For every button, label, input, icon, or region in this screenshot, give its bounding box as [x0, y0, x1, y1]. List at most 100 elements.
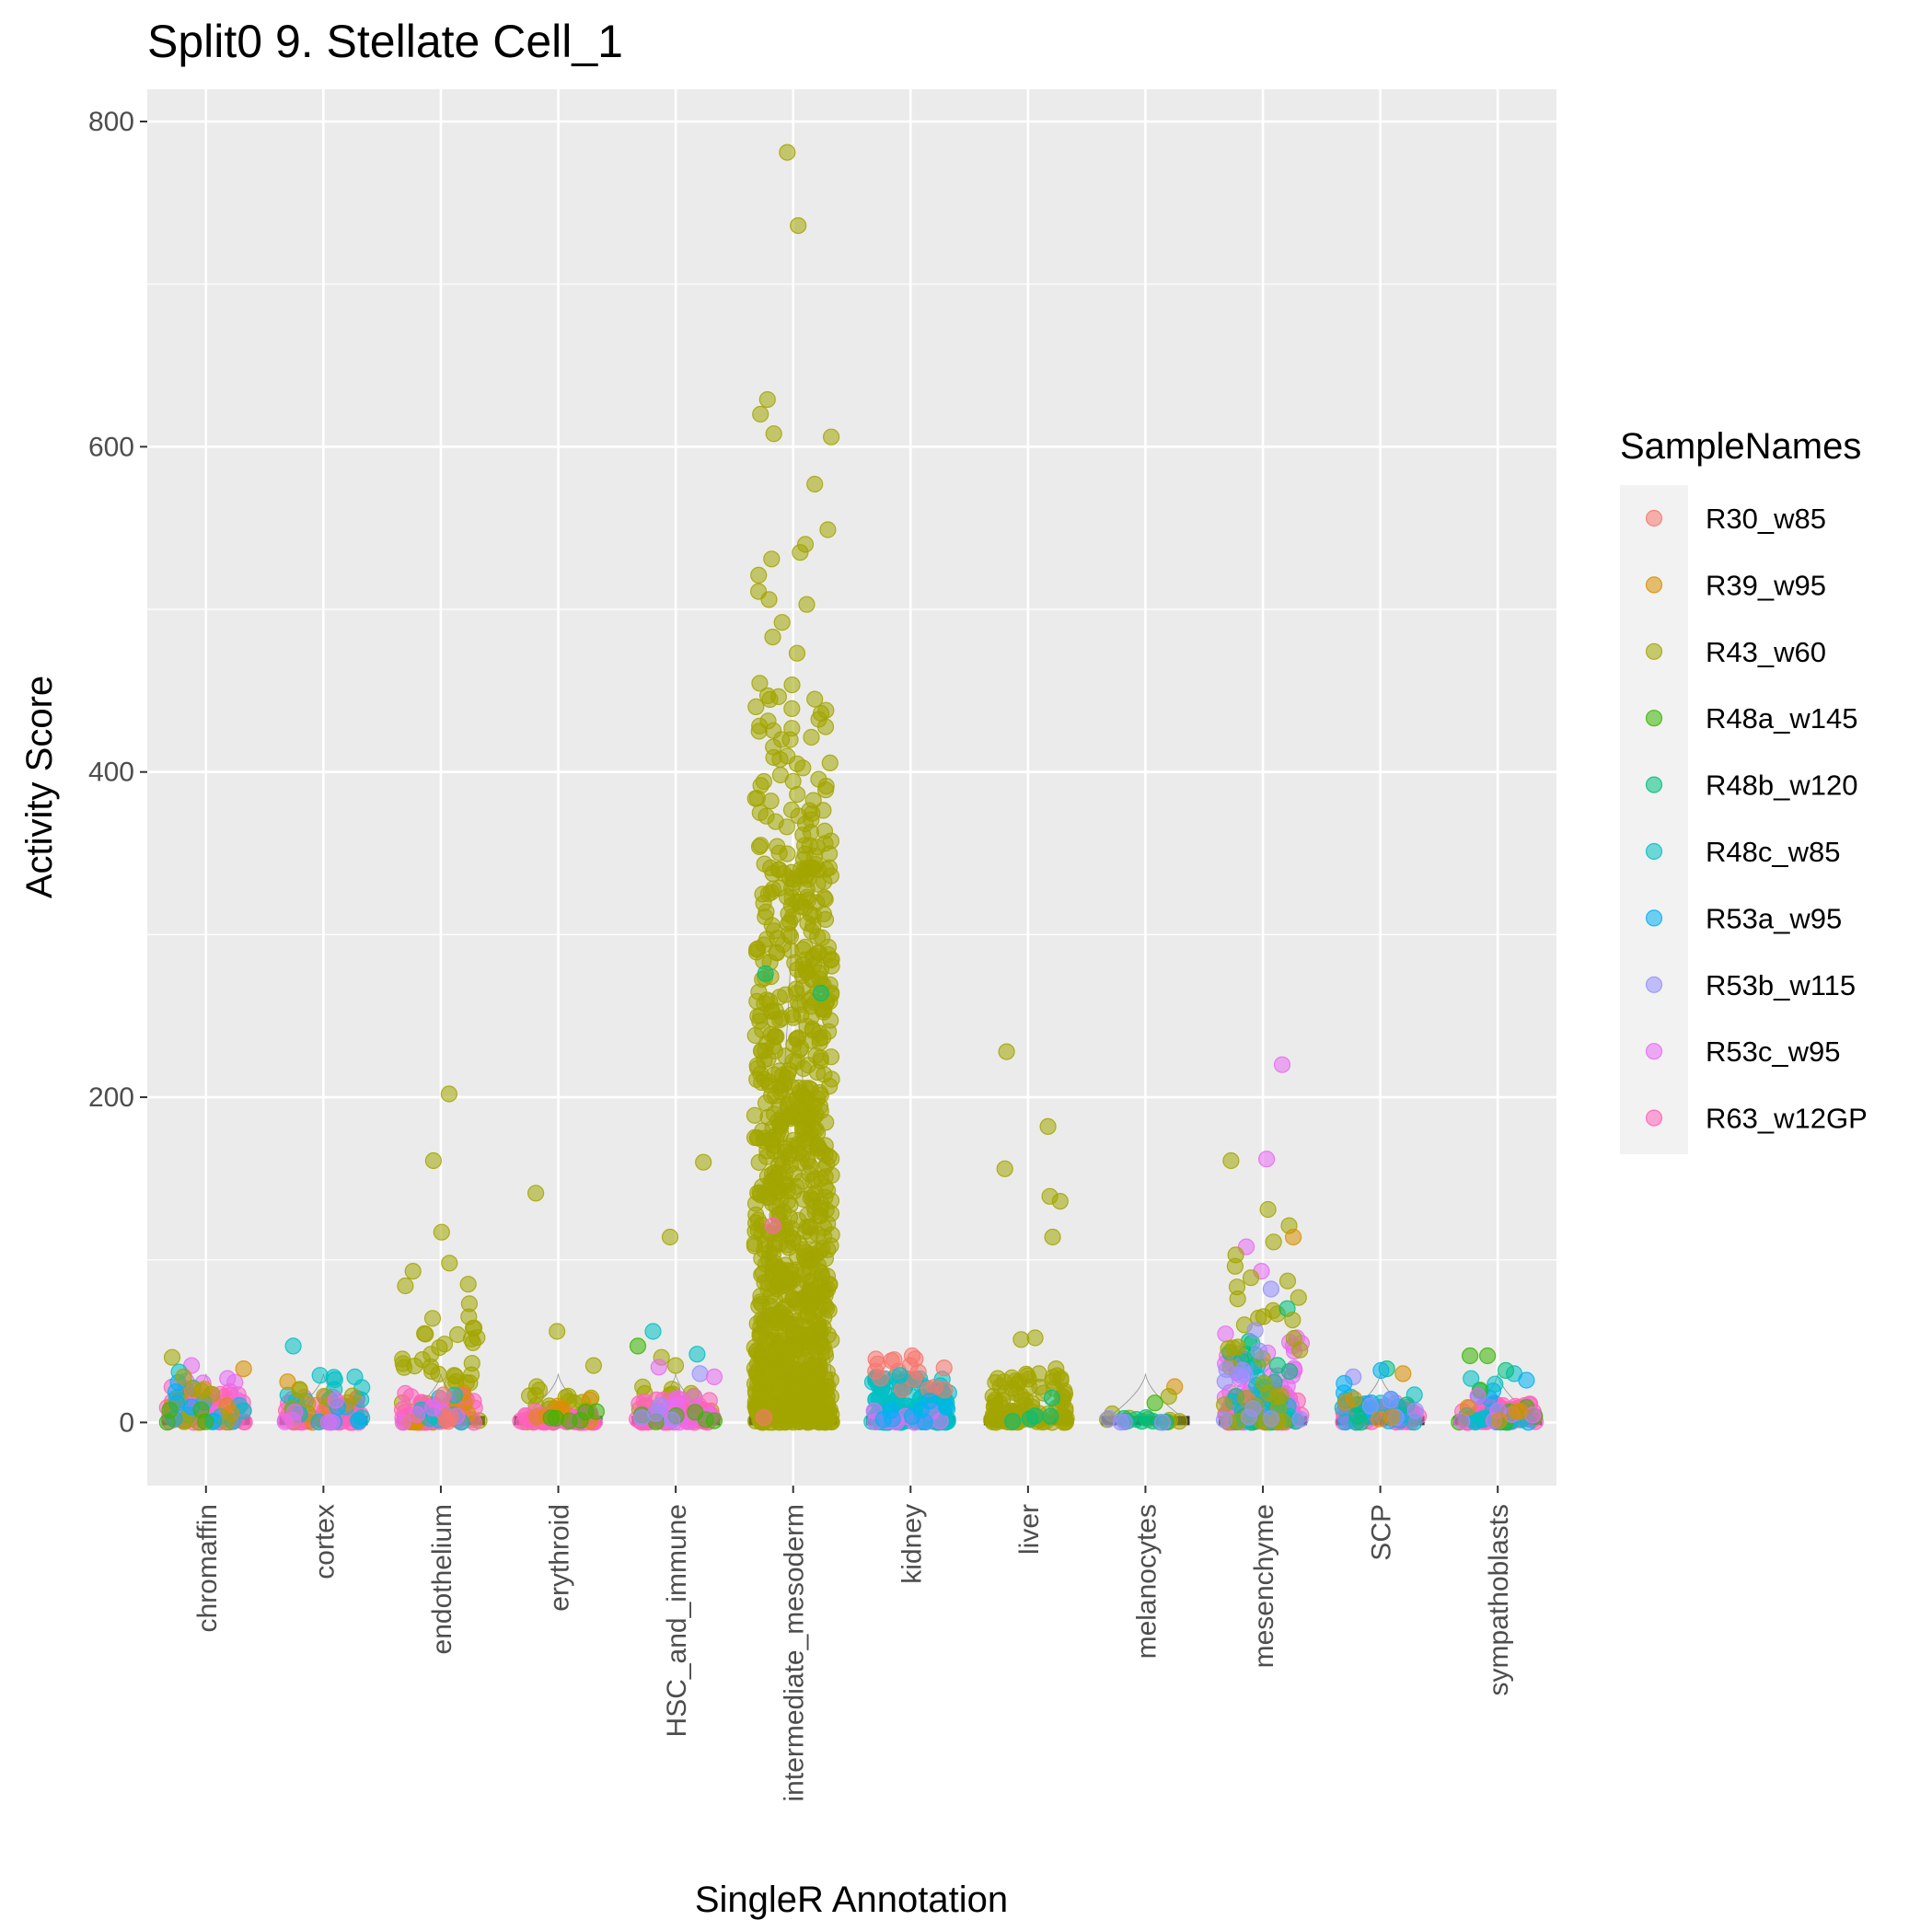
data-point — [1146, 1394, 1163, 1412]
data-point — [1291, 1410, 1309, 1429]
data-point — [1487, 1375, 1504, 1393]
data-point — [774, 1277, 792, 1295]
data-point — [319, 1414, 338, 1431]
data-point — [794, 759, 812, 777]
data-point — [769, 1184, 786, 1201]
data-point — [759, 1332, 777, 1350]
data-point — [327, 1392, 344, 1409]
data-point — [816, 822, 834, 840]
data-point — [758, 687, 777, 705]
data-point — [1039, 1117, 1057, 1136]
data-point — [1453, 1412, 1471, 1430]
x-tick-label: chromaffin — [192, 1504, 223, 1633]
data-point — [746, 790, 764, 807]
data-point — [931, 1412, 949, 1430]
points — [158, 144, 1544, 1431]
data-point — [197, 1413, 214, 1430]
data-point — [812, 961, 830, 978]
data-point — [798, 888, 816, 906]
data-point — [757, 1378, 775, 1395]
data-point — [464, 1334, 481, 1351]
data-point — [1246, 1322, 1264, 1339]
legend-label: R30_w85 — [1706, 503, 1826, 535]
data-point — [661, 1228, 679, 1246]
data-point — [749, 1007, 767, 1025]
data-point — [394, 1350, 411, 1368]
data-point — [804, 804, 821, 822]
data-point — [797, 1412, 816, 1429]
data-point — [937, 1398, 955, 1416]
data-point — [1234, 1361, 1252, 1379]
data-point — [549, 1323, 566, 1340]
data-point — [1511, 1403, 1529, 1420]
data-point — [774, 936, 792, 954]
legend-key — [1645, 509, 1663, 527]
data-point — [1265, 1233, 1282, 1251]
data-point — [1043, 1389, 1061, 1407]
x-tick-label: endothelium — [427, 1504, 457, 1654]
data-point — [1284, 1311, 1301, 1329]
data-point — [936, 1381, 954, 1399]
data-point — [783, 720, 801, 737]
data-point — [816, 1168, 834, 1186]
data-point — [812, 984, 830, 1002]
data-point — [770, 1260, 789, 1278]
data-point — [1463, 1370, 1480, 1387]
data-point — [695, 1153, 712, 1171]
data-point — [1229, 1290, 1246, 1308]
data-point — [1284, 1228, 1302, 1246]
data-point — [1220, 1340, 1237, 1358]
data-point — [812, 704, 830, 723]
legend-key — [1645, 776, 1663, 793]
legend-label: R53c_w95 — [1706, 1035, 1840, 1068]
data-point — [781, 1109, 799, 1128]
x-tick-label: intermediate_mesoderm — [780, 1504, 810, 1801]
data-point — [666, 1357, 685, 1374]
data-point — [750, 983, 768, 1001]
data-point — [909, 1363, 927, 1381]
data-point — [1215, 1411, 1233, 1429]
data-point — [764, 1119, 781, 1137]
data-point — [767, 1354, 784, 1371]
data-point — [1285, 1329, 1302, 1348]
data-point — [770, 861, 788, 878]
data-point — [1051, 1192, 1069, 1210]
data-point — [790, 217, 807, 235]
data-point — [1469, 1387, 1487, 1405]
data-point — [460, 1308, 478, 1325]
data-point — [577, 1403, 595, 1421]
data-point — [422, 1346, 440, 1363]
data-point — [1044, 1228, 1061, 1246]
data-point — [806, 1357, 824, 1374]
x-tick-label: kidney — [897, 1504, 927, 1584]
data-point — [771, 1083, 790, 1101]
data-point — [784, 1360, 803, 1378]
data-point — [584, 1357, 603, 1374]
legend-key — [1645, 909, 1663, 927]
data-point — [1250, 1342, 1268, 1359]
data-point — [1026, 1407, 1044, 1425]
data-point — [752, 405, 769, 423]
data-point — [423, 1310, 442, 1327]
y-tick-label: 200 — [88, 1082, 134, 1113]
data-point — [782, 897, 801, 914]
data-point — [687, 1404, 704, 1421]
legend: SampleNames R30_w85 R39_w95 R43_w60 R48a_w1… — [1620, 426, 1868, 1154]
data-point — [809, 1225, 827, 1244]
data-point — [158, 1414, 176, 1431]
data-point — [780, 1095, 797, 1113]
legend-label: R43_w60 — [1706, 636, 1826, 668]
data-point — [747, 698, 765, 716]
data-point — [783, 1006, 801, 1024]
data-point — [691, 1365, 709, 1382]
legend-label: R48b_w120 — [1706, 769, 1857, 802]
data-point — [819, 521, 837, 538]
data-point — [779, 144, 796, 161]
x-tick-label: melanocytes — [1131, 1504, 1162, 1659]
data-point — [1217, 1325, 1234, 1343]
data-point — [633, 1409, 651, 1427]
data-point — [816, 1137, 834, 1154]
data-point — [1461, 1347, 1479, 1365]
data-point — [416, 1325, 434, 1343]
data-point — [819, 1378, 837, 1395]
